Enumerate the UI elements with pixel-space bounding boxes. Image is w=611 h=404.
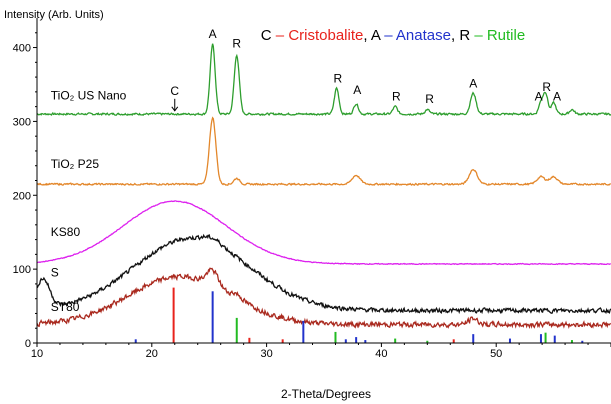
- phase-legend: C – Cristobalite, A – Anatase, R – Rutil…: [261, 27, 525, 44]
- series-label-3: S: [51, 266, 59, 280]
- y-tick-label-3: 300: [13, 116, 31, 128]
- series-label-4: ST80: [51, 300, 80, 314]
- series-line-2: [36, 200, 611, 266]
- peak-label-1: A: [209, 27, 217, 41]
- legend-part-0: C: [261, 27, 272, 44]
- legend-part-5: ,: [451, 27, 459, 44]
- series-line-1: [36, 116, 611, 187]
- y-axis-label: Intensity (Arb. Units): [4, 9, 104, 21]
- peak-arrow-head: [171, 106, 179, 112]
- peak-label-10: A: [553, 90, 561, 104]
- legend-part-4: – Anatase: [380, 27, 451, 44]
- peak-label-3: R: [333, 71, 342, 85]
- y-tick-label-1: 100: [13, 264, 31, 276]
- peak-label-5: R: [392, 90, 401, 104]
- x-tick-label-3: 40: [375, 348, 387, 360]
- peak-label-8: A: [535, 90, 543, 104]
- series-line-0: [36, 43, 611, 117]
- x-axis-label: 2-Theta/Degrees: [281, 387, 371, 401]
- peak-label-2: R: [232, 37, 241, 51]
- legend-part-2: ,: [363, 27, 371, 44]
- x-tick-label-0: 10: [31, 348, 43, 360]
- series-label-1: TiO₂ P25: [51, 157, 100, 171]
- peak-label-9: R: [542, 80, 551, 94]
- y-axis: 0 100 200 300 400: [13, 18, 38, 350]
- x-tick-label-2: 30: [260, 348, 272, 360]
- x-axis: 10 20 30 40 50: [31, 342, 611, 360]
- legend-part-3: A: [371, 27, 381, 44]
- peak-label-0: C: [170, 84, 179, 98]
- peak-label-7: A: [469, 76, 477, 90]
- series-label-2: KS80: [51, 225, 81, 239]
- x-tick-label-1: 20: [146, 348, 158, 360]
- legend-part-1: – Cristobalite: [272, 27, 364, 44]
- legend-part-6: R: [459, 27, 470, 44]
- peak-label-6: R: [425, 92, 434, 106]
- series-label-0: TiO₂ US Nano: [51, 88, 127, 102]
- y-tick-label-2: 200: [13, 190, 31, 202]
- y-tick-label-0: 0: [25, 338, 31, 350]
- y-tick-label-4: 400: [13, 43, 31, 55]
- x-tick-label-4: 50: [490, 348, 502, 360]
- peak-label-4: A: [353, 83, 361, 97]
- series-line-4: [36, 267, 611, 330]
- legend-part-7: – Rutile: [470, 27, 525, 44]
- series-line-3: [36, 233, 611, 315]
